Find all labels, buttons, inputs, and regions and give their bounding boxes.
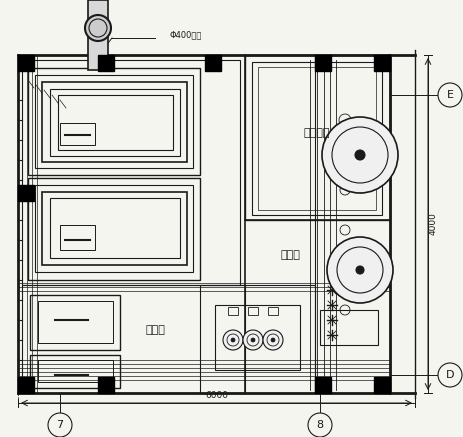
Bar — [244, 55, 389, 220]
Text: 燃气计量: 燃气计量 — [303, 128, 330, 138]
Bar — [314, 377, 330, 393]
Bar — [247, 307, 257, 315]
Bar — [35, 185, 193, 272]
Bar — [35, 75, 193, 168]
Text: Φ400立管: Φ400立管 — [169, 31, 202, 39]
Bar — [42, 82, 187, 162]
Bar — [314, 55, 330, 71]
Bar — [200, 285, 314, 393]
Bar — [60, 225, 95, 250]
Bar — [50, 198, 180, 258]
Bar — [268, 307, 277, 315]
Circle shape — [223, 330, 243, 350]
Text: D: D — [445, 370, 453, 380]
Circle shape — [321, 117, 397, 193]
Bar — [22, 285, 244, 393]
Bar — [30, 355, 120, 388]
Text: 7: 7 — [56, 420, 63, 430]
Bar — [50, 89, 180, 156]
Bar — [18, 55, 34, 71]
Text: 开水间: 开水间 — [280, 250, 299, 260]
Bar — [88, 0, 108, 70]
Circle shape — [437, 363, 461, 387]
Bar — [98, 377, 114, 393]
Circle shape — [354, 150, 364, 160]
Bar — [38, 301, 113, 343]
Circle shape — [231, 338, 234, 342]
Bar — [28, 178, 200, 280]
Text: 8: 8 — [316, 420, 323, 430]
Circle shape — [326, 237, 392, 303]
Bar — [28, 68, 200, 175]
Circle shape — [85, 15, 111, 41]
Bar — [60, 123, 95, 145]
Circle shape — [307, 413, 332, 437]
Text: E: E — [445, 90, 452, 100]
Bar — [373, 55, 389, 71]
Bar — [319, 310, 377, 345]
Text: 4000: 4000 — [427, 212, 437, 236]
Bar — [58, 95, 173, 150]
Text: 锅炉间: 锅炉间 — [145, 325, 164, 335]
Bar — [22, 60, 239, 285]
Bar — [30, 295, 120, 350]
Bar — [38, 360, 113, 382]
Circle shape — [270, 338, 275, 342]
Circle shape — [48, 413, 72, 437]
Bar — [18, 377, 34, 393]
Bar — [257, 67, 375, 210]
Bar — [98, 55, 114, 71]
Bar — [251, 62, 381, 215]
Circle shape — [355, 266, 363, 274]
Bar — [18, 185, 34, 201]
Circle shape — [250, 338, 255, 342]
Circle shape — [243, 330, 263, 350]
Bar — [227, 307, 238, 315]
Text: 6000: 6000 — [205, 392, 227, 400]
Bar — [205, 55, 220, 71]
Bar — [314, 55, 389, 393]
Circle shape — [263, 330, 282, 350]
Bar — [214, 305, 300, 370]
Circle shape — [437, 83, 461, 107]
Bar — [42, 192, 187, 265]
Bar — [373, 377, 389, 393]
